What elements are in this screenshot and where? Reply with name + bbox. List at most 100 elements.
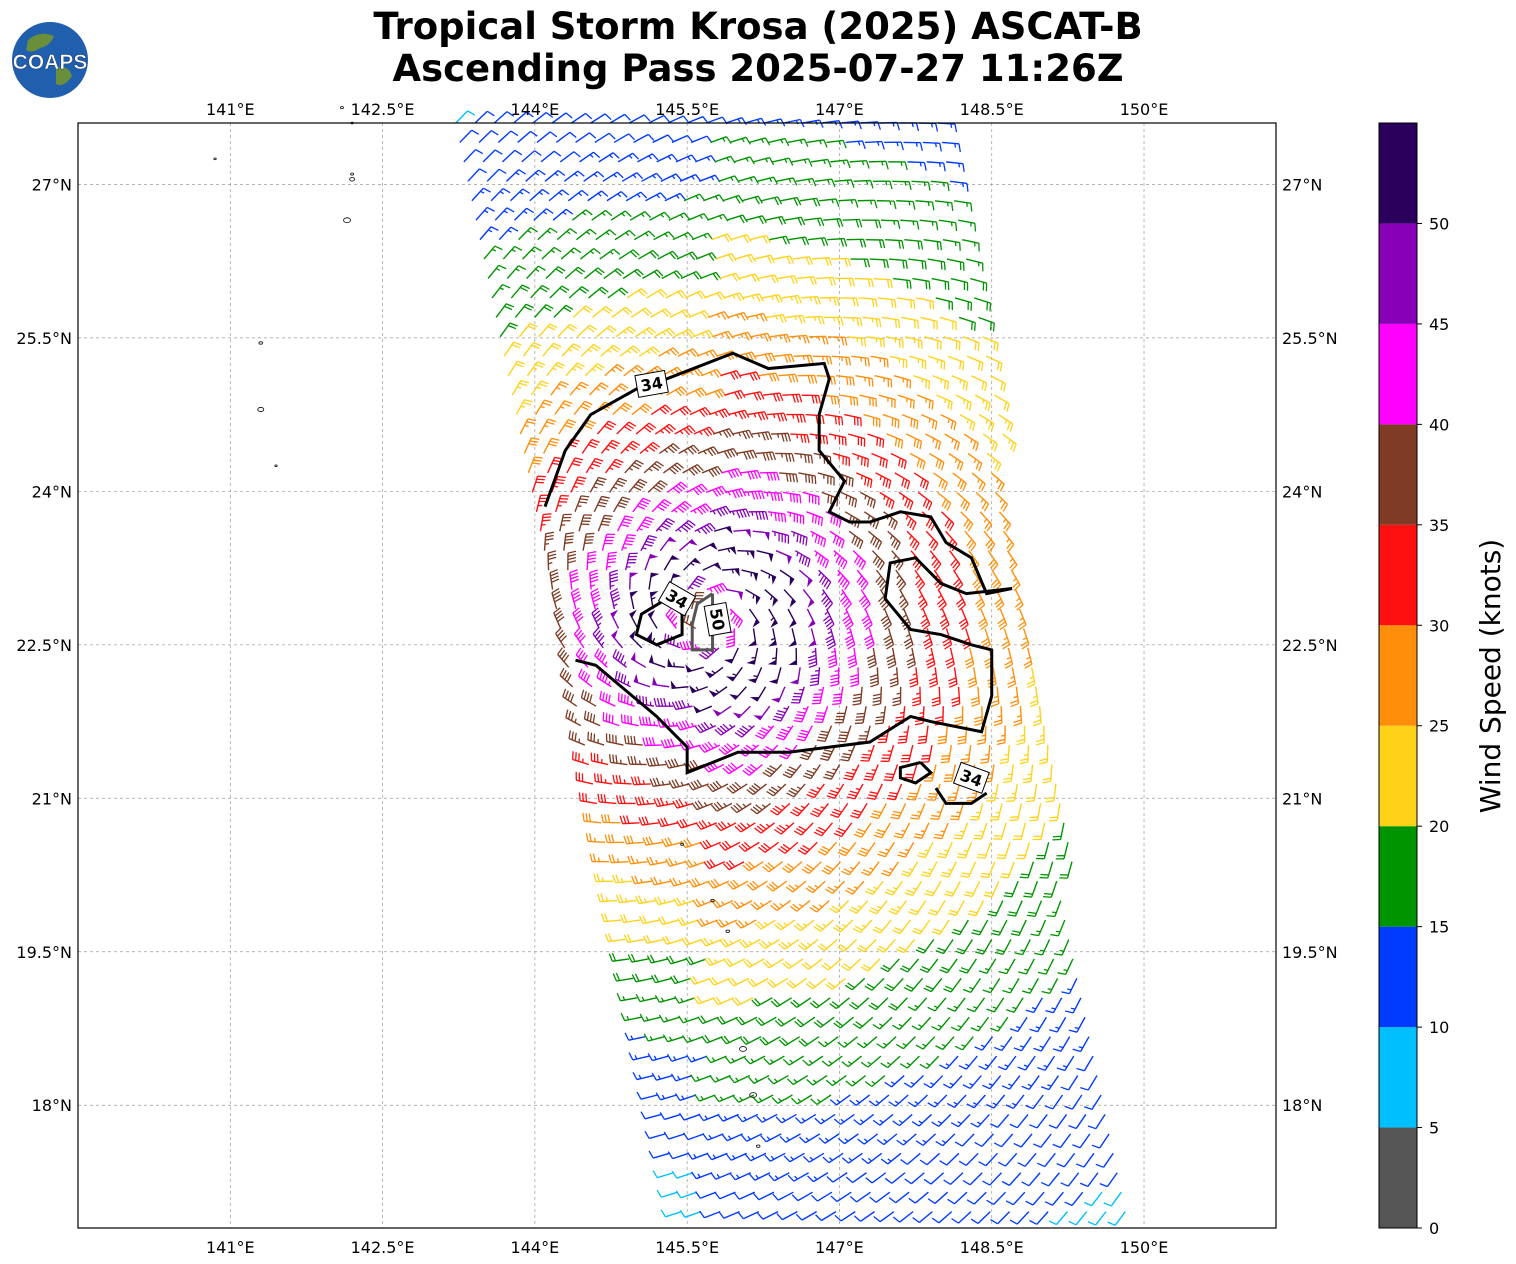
wind-barb	[718, 1210, 740, 1219]
wind-barb	[739, 938, 761, 949]
wind-barb	[848, 997, 870, 1010]
wind-barb	[825, 880, 846, 894]
wind-barb	[630, 776, 651, 786]
wind-barb	[502, 245, 523, 260]
wind-barb	[851, 355, 870, 367]
wind-barb	[809, 997, 831, 1009]
wind-barb	[931, 277, 950, 291]
wind-barb	[614, 229, 636, 241]
wind-barb	[823, 218, 844, 228]
wind-barb	[938, 219, 958, 231]
wind-barb	[979, 511, 993, 532]
wind-barb	[568, 730, 586, 746]
wind-barb	[634, 895, 656, 905]
wind-barb	[909, 355, 927, 370]
wind-barb	[804, 315, 825, 325]
wind-barb	[690, 503, 712, 515]
wind-barb	[655, 517, 676, 532]
wind-barb	[1050, 919, 1066, 937]
wind-barb	[1029, 1211, 1049, 1225]
wind-barb	[682, 1132, 705, 1141]
wind-barb	[651, 499, 672, 513]
wind-barb	[1056, 1152, 1076, 1168]
wind-barb	[620, 1012, 642, 1022]
wind-barb	[880, 219, 901, 230]
wind-barb	[647, 609, 658, 629]
wind-barb	[655, 1092, 677, 1101]
wind-barb	[695, 155, 717, 163]
wind-barb	[1040, 1075, 1060, 1091]
wind-barb	[746, 647, 759, 665]
wind-barb	[703, 859, 726, 870]
wind-barb	[777, 841, 799, 854]
wind-barb	[1064, 997, 1082, 1014]
wind-barb	[940, 413, 957, 431]
wind-barb	[760, 569, 777, 585]
wind-barb	[866, 783, 883, 800]
wind-barb	[725, 666, 743, 682]
wind-barb	[997, 1055, 1017, 1071]
wind-barb	[879, 491, 895, 510]
wind-barb	[575, 132, 597, 144]
wind-barb	[590, 588, 601, 610]
wind-barb	[744, 490, 765, 500]
coastlines	[213, 106, 761, 1148]
wind-barb	[774, 919, 796, 931]
wind-barb	[1095, 1152, 1114, 1168]
wind-barb	[837, 938, 858, 952]
wind-barb	[579, 151, 601, 163]
wind-barb	[904, 238, 924, 250]
wind-barb	[819, 198, 840, 207]
wind-barb	[635, 422, 657, 435]
wind-barb	[776, 1211, 798, 1221]
wind-barb	[782, 958, 804, 970]
wind-barb	[1064, 1191, 1084, 1207]
wind-barb	[915, 939, 935, 954]
island-outline	[213, 157, 217, 161]
wind-barb	[872, 1113, 894, 1126]
island-outline	[350, 172, 355, 176]
wind-barb	[941, 511, 955, 532]
wind-barb	[1021, 978, 1039, 994]
wind-barb	[880, 744, 895, 763]
contour-34-se-a	[898, 761, 934, 785]
wind-barb	[613, 133, 636, 144]
wind-barb	[973, 822, 988, 840]
wind-barb	[872, 1016, 893, 1030]
wind-barb	[1076, 1152, 1095, 1168]
wind-barb	[888, 1191, 910, 1204]
wind-barb	[858, 297, 878, 308]
wind-barb	[996, 842, 1011, 860]
wind-barb	[694, 721, 717, 734]
wind-barb	[890, 803, 907, 820]
wind-barb	[679, 640, 700, 651]
wind-barb	[869, 258, 890, 269]
wind-barb	[857, 841, 876, 857]
wind-barb	[806, 608, 816, 628]
wind-barb	[563, 170, 585, 182]
wind-barb	[822, 1152, 844, 1164]
wind-barb	[657, 817, 679, 828]
wind-barb	[889, 667, 899, 688]
wind-barb	[943, 1075, 963, 1089]
colorbar-tick-label: 0	[1429, 1219, 1439, 1238]
wind-barb	[673, 897, 695, 907]
wind-barb	[486, 168, 507, 182]
wind-barb	[723, 860, 745, 871]
wind-barbs	[455, 110, 1126, 1226]
contour-34-se-b	[934, 787, 988, 805]
wind-barb	[565, 709, 582, 727]
lon-tick-label-top: 141°E	[206, 100, 255, 119]
wind-barb	[980, 745, 991, 764]
wind-barb	[487, 264, 507, 279]
wind-barb	[1010, 919, 1027, 937]
wind-barb	[591, 209, 613, 221]
wind-barb	[1107, 1211, 1126, 1226]
wind-barb	[884, 1075, 905, 1088]
wind-barb	[882, 413, 900, 429]
wind-barb	[688, 877, 710, 888]
wind-barb	[919, 1152, 941, 1166]
wind-barb	[710, 801, 733, 812]
wind-barb	[847, 336, 867, 347]
wind-barb	[989, 1113, 1010, 1128]
